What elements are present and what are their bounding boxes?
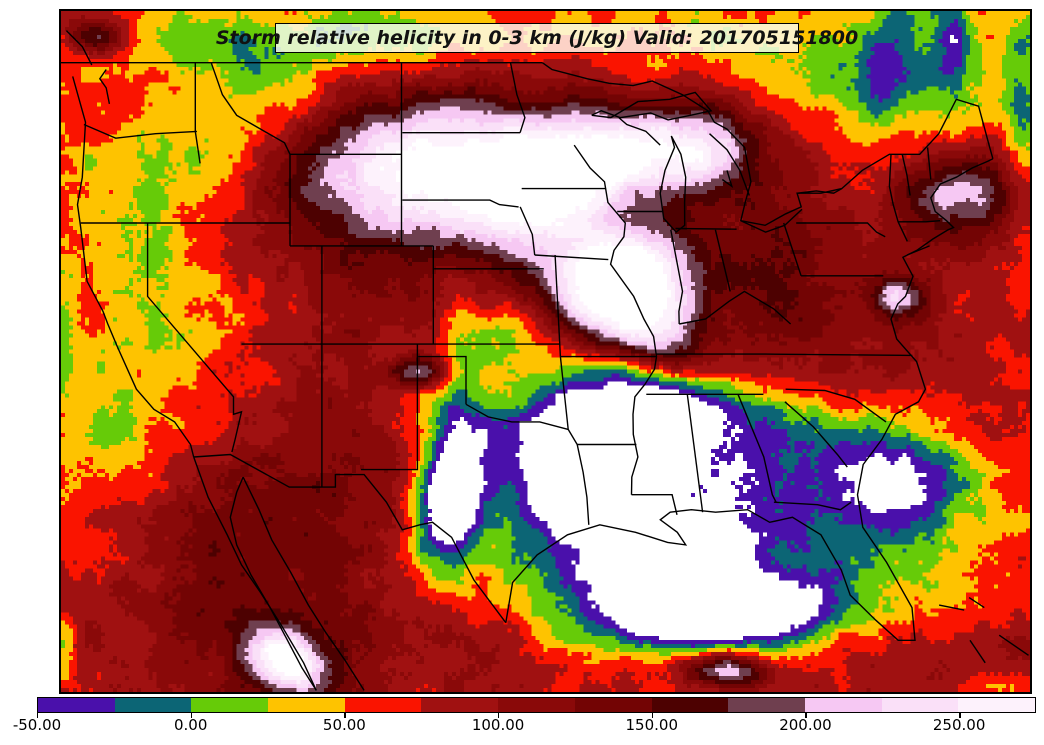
colorbar-segment [651,698,729,712]
boundary-line [559,356,569,430]
boundary-line [194,62,201,164]
boundary-line [797,187,843,194]
boundary-line [906,245,930,256]
map-title-box: Storm relative helicity in 0-3 km (J/kg)… [216,23,858,53]
boundary-line [659,135,687,234]
boundary-line [721,170,734,189]
colorbar-segment [191,698,269,712]
colorbar-segment [498,698,575,712]
boundary-line [146,223,243,453]
boundary-line [72,76,195,458]
colorbar-segment [268,698,345,712]
colorbar-tick-label: -50.00 [12,716,62,734]
boundary-line [796,222,886,238]
boundary-line [783,222,802,277]
boundary-line [65,30,93,66]
boundary-line [618,117,661,146]
boundary-line [83,123,197,139]
boundary-line [573,144,658,495]
boundary-line [785,388,887,423]
boundary-line [998,634,1029,656]
boundary-line [670,229,684,325]
boundary-line [709,133,750,196]
boundary-line [714,229,731,292]
boundary-line [969,639,986,664]
boundary-line [898,220,941,223]
helicity-field-canvas [61,11,1030,692]
boundary-line [541,62,994,227]
boundary-line [737,394,777,503]
boundary-line [740,208,803,233]
boundary-line [193,453,507,624]
boundary-line [98,69,111,105]
colorbar-segment [38,698,115,712]
colorbar-tick-mark [651,713,654,718]
boundary-line [901,154,911,196]
boundary-line [591,91,713,121]
colorbar-tick-mark [498,713,500,718]
boundary-line [242,476,365,691]
boundary-line [926,147,932,180]
state-boundaries-layer [61,30,1029,691]
boundary-line [465,403,569,431]
boundary-line [554,254,562,357]
boundary-line [631,494,678,515]
colorbar-tick-label: 50.00 [322,716,366,734]
colorbar [37,697,1036,713]
boundary-line [229,476,317,691]
boundary-line [938,604,965,611]
colorbar-segment [114,698,192,712]
colorbar-segment [804,698,882,712]
colorbar-segment [574,698,652,712]
boundary-line [360,344,419,471]
colorbar-tick-mark [190,713,193,718]
boundary-line [773,501,852,511]
colorbar-segment [728,698,805,712]
boundary-line [534,254,609,261]
colorbar-tick-mark [37,713,39,718]
colorbar-tick-label: 250.00 [932,716,986,734]
colorbar-tick-mark [959,713,961,718]
colorbar-tick-label: 200.00 [779,716,832,734]
boundary-line [418,355,467,405]
colorbar-segment [958,698,1035,712]
boundary-line [505,158,994,641]
boundary-line [567,429,590,525]
colorbar-tick-mark [344,713,346,718]
colorbar-segment [881,698,959,712]
colorbar-tick-mark [805,713,807,718]
boundary-line [888,154,908,242]
colorbar-segment [344,698,422,712]
colorbar-tick-label: 150.00 [625,716,679,734]
boundary-line [519,206,536,256]
boundary-line [210,62,291,155]
boundary-line [656,353,913,357]
map-plot-area: Storm relative helicity in 0-3 km (J/kg)… [59,9,1032,694]
boundary-line [784,401,848,468]
colorbar-tick-label: 100.00 [471,716,525,734]
boundary-line [686,394,704,513]
boundary-line [679,290,792,325]
colorbar-tick-label: 0.00 [173,716,208,734]
boundary-line [402,199,519,208]
boundary-line [193,456,317,691]
colorbar-segment [421,698,499,712]
boundary-line [675,227,737,230]
boundary-line [509,62,526,133]
boundary-line [968,597,985,609]
map-title: Storm relative helicity in 0-3 km (J/kg)… [215,27,859,49]
